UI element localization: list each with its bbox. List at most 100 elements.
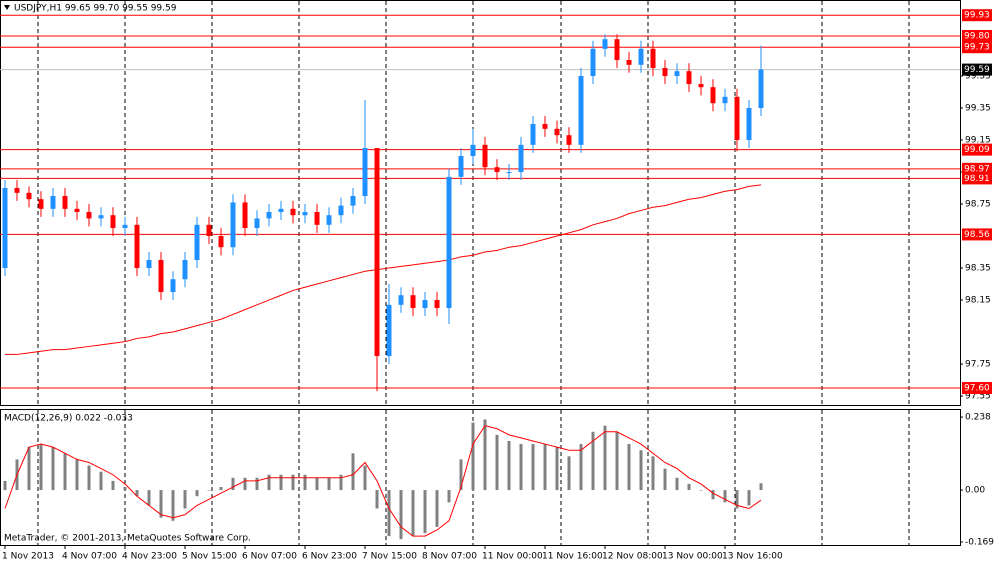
candle-body [134, 224, 140, 269]
macd-frame [0, 409, 961, 546]
candle-body [482, 144, 488, 168]
macd-bar [579, 444, 583, 491]
macd-bar [495, 434, 499, 491]
y-tick-label: 99.15 [965, 136, 991, 146]
candle-body [374, 148, 380, 357]
macd-bar [219, 487, 223, 491]
macd-bar [663, 468, 667, 491]
level-label: 99.93 [964, 11, 990, 21]
macd-bar [63, 453, 67, 491]
y-tick-label: 98.35 [965, 264, 991, 274]
candle-body [590, 48, 596, 77]
candle-body [758, 69, 764, 109]
level-label: 99.73 [964, 43, 990, 53]
candle-body [50, 196, 56, 209]
candle-body [326, 215, 332, 225]
macd-bar [351, 453, 355, 491]
main-frame [0, 0, 961, 406]
x-tick-label: 1 Nov 2013 [2, 552, 54, 562]
menu-arrow[interactable] [4, 5, 10, 10]
macd-bar [735, 490, 739, 509]
macd-bar [483, 419, 487, 491]
macd-bar [303, 474, 307, 491]
candle-body [422, 300, 428, 309]
candle-body [686, 71, 692, 85]
candle-body [674, 71, 680, 77]
candle-body [662, 68, 668, 77]
candle-body [146, 260, 152, 269]
x-tick-label: 6 Nov 23:00 [302, 552, 357, 562]
level-label: 98.91 [964, 174, 990, 184]
candle-body [2, 188, 8, 269]
candle-body [734, 96, 740, 141]
candle-body [554, 128, 560, 136]
symbol-header: USDJPY,H1 99.65 99.70 99.55 99.59 [14, 4, 177, 14]
signal-line [4, 425, 762, 537]
macd-bar [423, 490, 427, 534]
macd-bar [411, 490, 415, 537]
macd-bar [435, 490, 439, 527]
macd-bar [699, 490, 703, 491]
macd-bar [231, 477, 235, 491]
macd-bar [159, 490, 163, 518]
footer: MetaTrader, © 2001-2013, MetaQuotes Soft… [4, 534, 251, 544]
level-box [962, 30, 992, 43]
candle-body [314, 212, 320, 225]
level-box [962, 228, 992, 241]
level-box [962, 382, 992, 395]
macd-bar [519, 444, 523, 491]
macd-bar [339, 474, 343, 491]
candle-body [506, 172, 512, 174]
candle-body [626, 60, 632, 65]
macd-bar [687, 483, 691, 491]
macd-header: MACD(12,26,9) 0.022 -0.033 [4, 414, 133, 424]
candle-body [74, 208, 80, 213]
macd-bar [27, 447, 31, 491]
candle-body [338, 205, 344, 216]
candle-body [470, 144, 476, 157]
macd-bar [207, 490, 211, 491]
candle-body [542, 124, 548, 129]
macd-bar [135, 490, 139, 497]
last-price-label: 99.59 [964, 65, 990, 75]
level-box [962, 172, 992, 185]
macd-bar [3, 480, 7, 491]
macd-bar [675, 477, 679, 491]
x-tick-label: 4 Nov 07:00 [62, 552, 117, 562]
x-tick-label: 11 Nov 16:00 [542, 552, 603, 562]
candle-body [410, 295, 416, 309]
x-tick-label: 13 Nov 00:00 [662, 552, 723, 562]
macd-bar [75, 459, 79, 491]
level-box [962, 41, 992, 54]
macd-bar [447, 490, 451, 503]
candle-body [218, 236, 224, 248]
candle-body [86, 212, 92, 219]
candle-body [362, 148, 368, 197]
candle-body [746, 108, 752, 141]
level-box [962, 143, 992, 156]
x-tick-label: 5 Nov 15:00 [182, 552, 237, 562]
y-tick-label: 97.75 [965, 360, 991, 370]
x-tick-label: 12 Nov 08:00 [602, 552, 663, 562]
macd-bar [279, 474, 283, 491]
macd-bar [627, 444, 631, 491]
x-tick-label: 6 Nov 07:00 [242, 552, 297, 562]
candle-body [566, 135, 572, 145]
candle-body [290, 208, 296, 216]
macd-bar [555, 447, 559, 491]
candle-body [242, 202, 248, 229]
macd-bar [615, 431, 619, 491]
macd-bar [507, 440, 511, 491]
candle-body [350, 196, 356, 206]
candle-body [278, 208, 284, 213]
candle-body [530, 124, 536, 145]
candle-body [578, 76, 584, 145]
level-label: 98.97 [964, 164, 990, 174]
candle-body [110, 215, 116, 229]
macd-bar [543, 444, 547, 491]
candle-body [230, 202, 236, 248]
macd-bar [111, 480, 115, 491]
level-label: 98.56 [964, 230, 990, 240]
